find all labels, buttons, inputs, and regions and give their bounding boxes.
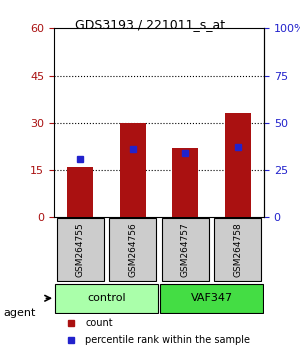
Text: VAF347: VAF347 [190, 293, 232, 303]
FancyBboxPatch shape [55, 284, 158, 313]
Text: GSM264756: GSM264756 [128, 222, 137, 277]
Text: GSM264755: GSM264755 [76, 222, 85, 277]
Bar [172, 148, 198, 217]
Text: GDS3193 / 221011_s_at: GDS3193 / 221011_s_at [75, 18, 225, 31]
Text: GSM264757: GSM264757 [181, 222, 190, 277]
FancyBboxPatch shape [214, 218, 261, 281]
FancyBboxPatch shape [160, 284, 263, 313]
Text: GSM264758: GSM264758 [233, 222, 242, 277]
Bar [67, 167, 93, 217]
Text: count: count [85, 318, 113, 327]
Bar [120, 123, 146, 217]
FancyBboxPatch shape [162, 218, 209, 281]
Text: percentile rank within the sample: percentile rank within the sample [85, 336, 250, 346]
Text: control: control [87, 293, 126, 303]
Bar [225, 113, 251, 217]
Text: agent: agent [3, 308, 35, 318]
FancyBboxPatch shape [109, 218, 156, 281]
FancyBboxPatch shape [57, 218, 104, 281]
